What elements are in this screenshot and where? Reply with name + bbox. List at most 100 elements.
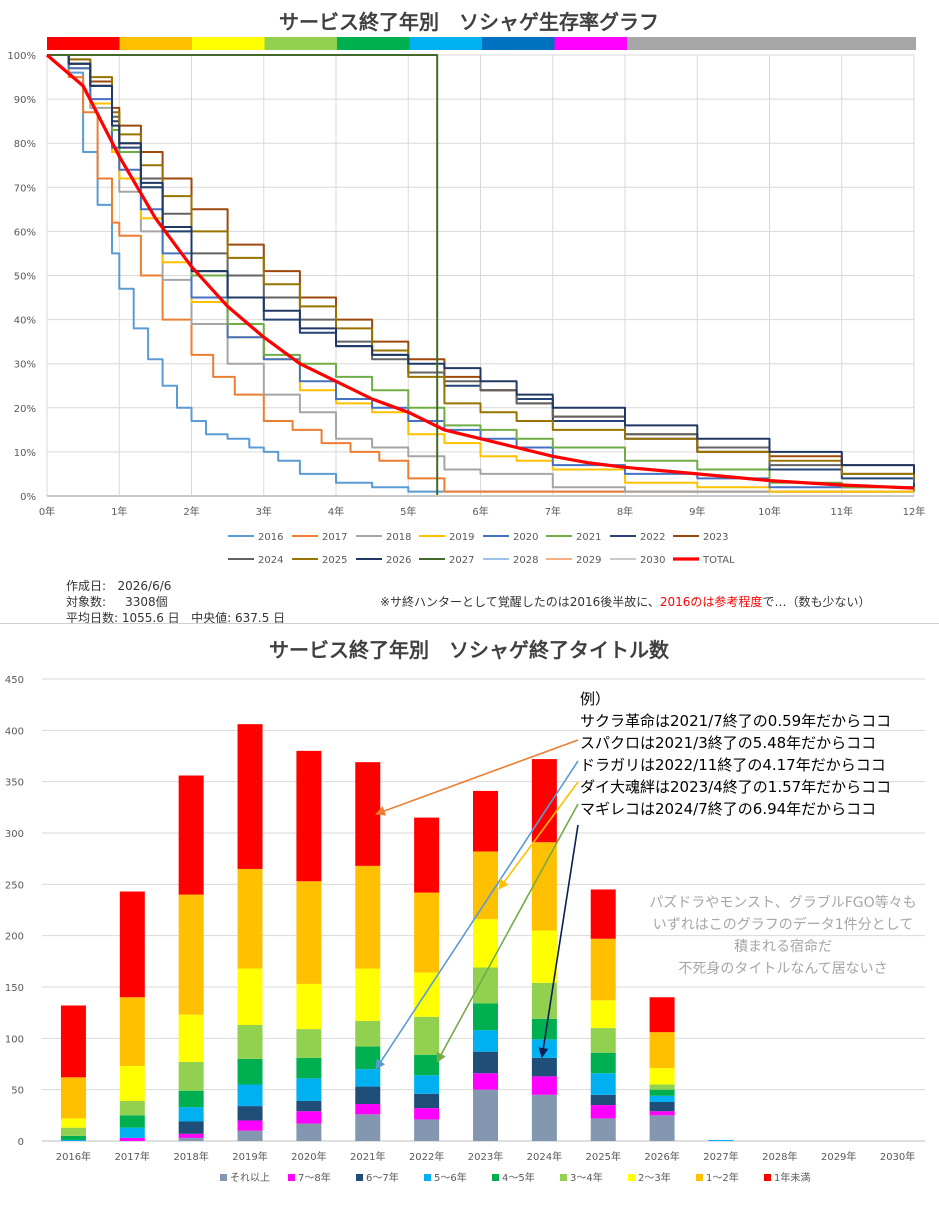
- bar-segment: [414, 1119, 440, 1141]
- bar-segment: [531, 1057, 557, 1077]
- legend-label-2023[interactable]: 2023: [703, 532, 728, 543]
- x-tick-label: 2027年: [703, 1150, 738, 1163]
- bar-segment: [237, 868, 263, 969]
- legend-label-2017[interactable]: 2017: [322, 532, 347, 543]
- legend-label-2028[interactable]: 2028: [513, 555, 538, 566]
- x-tick-label: 11年: [830, 505, 853, 518]
- legend-label[interactable]: 5～6年: [434, 1171, 467, 1184]
- legend-label[interactable]: 1～2年: [706, 1171, 739, 1184]
- annotation-example-label: 例）: [580, 690, 610, 708]
- x-tick-label: 2022年: [409, 1150, 444, 1163]
- bar-segment: [414, 817, 440, 893]
- color-bar-segment: [482, 37, 555, 50]
- x-tick-label: 2024年: [527, 1150, 562, 1163]
- y-tick-label: 40%: [14, 316, 36, 327]
- legend-label[interactable]: 4～5年: [502, 1171, 535, 1184]
- color-bar-segment: [337, 37, 410, 50]
- legend-label-2025[interactable]: 2025: [322, 555, 347, 566]
- legend-label[interactable]: 1年未満: [774, 1171, 810, 1184]
- bar-segment: [355, 1046, 381, 1070]
- legend-label-2019[interactable]: 2019: [449, 532, 474, 543]
- bar-segment: [119, 1137, 145, 1141]
- y-tick-label: 400: [5, 726, 24, 737]
- legend-swatch: [628, 1174, 635, 1181]
- legend-label[interactable]: 7～8年: [298, 1171, 331, 1184]
- bar-segment: [237, 1058, 263, 1085]
- bar-segment: [590, 1073, 616, 1095]
- note-text: ※サ終ハンターとして覚醒したのは2016後半故に、2016のは参考程度で…（数も…: [380, 595, 871, 609]
- bar-segment: [473, 1030, 498, 1052]
- legend-label-2026[interactable]: 2026: [386, 555, 411, 566]
- series-line-2016: [47, 54, 914, 493]
- legend-label-2022[interactable]: 2022: [640, 532, 665, 543]
- side-note: パズドラやモンスト、グラブルFGO等々も いずれはこのグラフのデータ1件分として…: [649, 894, 916, 977]
- legend-label[interactable]: それ以上: [230, 1172, 270, 1184]
- x-tick-label: 9年: [689, 505, 705, 518]
- bar-segment: [119, 1066, 145, 1101]
- bar-segment: [237, 1130, 263, 1141]
- legend-swatch: [288, 1174, 295, 1181]
- legend-swatch: [492, 1174, 499, 1181]
- bar-segment: [355, 1020, 381, 1047]
- survival-chart: サービス終了年別 ソシャゲ生存率グラフ 0% 10% 20% 30% 40% 50% 60%…: [7, 10, 925, 566]
- bar-segment: [355, 1104, 381, 1115]
- legend-label[interactable]: 3～4年: [570, 1171, 603, 1184]
- y-tick-label: 30%: [14, 360, 36, 371]
- legend-label-2021[interactable]: 2021: [576, 532, 601, 543]
- legend-label-2020[interactable]: 2020: [513, 532, 538, 543]
- arrow-dragalia: [498, 781, 579, 890]
- bar-segment: [414, 1054, 440, 1076]
- bar-segment: [119, 891, 145, 998]
- y-tick-label: 250: [5, 880, 24, 891]
- bar-segment: [649, 1095, 675, 1102]
- legend-label-2024[interactable]: 2024: [258, 555, 283, 566]
- color-bar-segment: [264, 37, 337, 50]
- legend-label-2018[interactable]: 2018: [386, 532, 411, 543]
- y-tick-label: 50%: [14, 272, 36, 283]
- y-tick-label: 20%: [14, 404, 36, 415]
- average-days: 平均日数: 1055.6 日 中央値: 637.5 日: [66, 611, 286, 625]
- bar-segment: [414, 1075, 440, 1094]
- legend-label-2027[interactable]: 2027: [449, 555, 474, 566]
- bar-segment: [649, 1101, 675, 1112]
- bar-segment: [60, 1135, 86, 1140]
- annotation-dragalia: ドラガリは2022/11終了の4.17年だからココ: [580, 756, 886, 774]
- bar-segment: [531, 1018, 557, 1040]
- x-tick-label: 0年: [39, 505, 55, 518]
- x-tick-label: 2023年: [468, 1150, 503, 1163]
- legend-label-2016[interactable]: 2016: [258, 532, 283, 543]
- bar-segment: [473, 790, 498, 852]
- bar-segment: [649, 1115, 675, 1141]
- legend-label[interactable]: 6～7年: [366, 1171, 399, 1184]
- created-date: 作成日: 2026/6/6: [66, 579, 172, 593]
- bar-segment: [473, 1089, 498, 1141]
- y-tick-label: 60%: [14, 227, 36, 238]
- legend-swatch: [424, 1174, 431, 1181]
- x-tick-label: 6年: [472, 505, 488, 518]
- legend-label[interactable]: 2～3年: [638, 1171, 671, 1184]
- bar-segment: [178, 1133, 204, 1138]
- bar-segment: [649, 1111, 675, 1116]
- side-note-line-1: パズドラやモンスト、グラブルFGO等々も: [649, 894, 916, 911]
- y-tick-label: 50: [11, 1086, 24, 1097]
- color-bar-segment: [192, 37, 265, 50]
- x-tick-label: 10年: [758, 505, 781, 518]
- x-tick-label: 1年: [111, 505, 127, 518]
- bar-segment: [178, 1107, 204, 1122]
- legend-label-total[interactable]: TOTAL: [702, 555, 735, 566]
- y-tick-label: 300: [5, 829, 24, 840]
- bar-segment: [119, 1127, 145, 1138]
- bar-segment: [473, 1073, 498, 1090]
- legend[interactable]: それ以上 7～8年 6～7年 5～6年 4～5年 3～4年 2～3年 1～2年 1年未満: [220, 1171, 810, 1184]
- bar-segment: [296, 1123, 322, 1141]
- bar-segment: [237, 724, 263, 869]
- bar-segment: [296, 983, 322, 1030]
- bar-segment: [531, 1076, 557, 1095]
- legend-swatch: [220, 1174, 227, 1181]
- legend-label-2030[interactable]: 2030: [640, 555, 665, 566]
- legend[interactable]: 2016 2017 2018 2019 2020 2021 2022 2023 2024 2025…: [228, 532, 735, 566]
- annotation-arrows: [375, 739, 579, 1070]
- target-count: 対象数: 3308個: [66, 595, 168, 609]
- legend-label-2029[interactable]: 2029: [576, 555, 601, 566]
